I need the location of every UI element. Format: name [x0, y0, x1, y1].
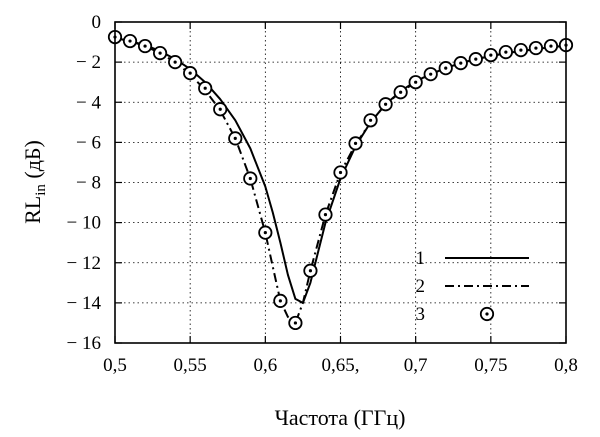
y-tick-label: − 10 — [67, 213, 101, 234]
series-3-point-center — [384, 102, 388, 106]
series-3-point-center — [173, 60, 177, 64]
series-3-point-center — [504, 50, 508, 54]
legend-item-1: 1 — [416, 248, 529, 269]
legend-label: 3 — [416, 304, 426, 325]
legend-label: 2 — [416, 276, 426, 297]
series-3-point-center — [474, 57, 478, 61]
series-3-point-center — [128, 39, 132, 43]
series-layer — [107, 29, 574, 331]
y-tick-label: − 8 — [76, 173, 101, 194]
series-3-point-center — [534, 46, 538, 50]
y-tick-label: − 4 — [76, 92, 101, 113]
series-3-point-center — [353, 141, 358, 145]
y-tick-label: − 12 — [67, 253, 101, 274]
series-3-point-center — [519, 48, 523, 52]
y-tick-label: − 16 — [67, 333, 101, 354]
grid — [115, 22, 566, 343]
legend: 1 2 3 — [416, 248, 529, 325]
series-3-point-center — [233, 136, 237, 140]
series-3-point-center — [429, 72, 433, 76]
y-tick-label: − 6 — [76, 132, 101, 153]
series-3-point-center — [293, 321, 297, 325]
legend-item-2: 2 — [416, 276, 529, 297]
series-3-point-center — [444, 66, 448, 70]
series-3-point-center — [188, 71, 192, 75]
series-2 — [114, 37, 567, 324]
series-3-point-center — [203, 86, 207, 90]
series-2-line — [114, 37, 567, 324]
x-axis-title: Частота (ГГц) — [275, 405, 406, 430]
x-tick-label: 0,5 — [103, 355, 127, 376]
series-3-point-center — [308, 269, 313, 273]
series-3-point-center — [248, 176, 252, 181]
x-tick-label: 0,8 — [554, 355, 578, 376]
legend-label: 1 — [416, 248, 426, 269]
y-axis-title-main: RL — [20, 196, 45, 224]
series-3-point-center — [368, 118, 373, 122]
series-3 — [107, 29, 574, 331]
series-3-point-center — [549, 44, 553, 48]
y-axis-title: RLin (дБ) — [20, 140, 49, 224]
y-tick-label: 0 — [92, 12, 102, 33]
series-3-point-center — [143, 44, 147, 48]
series-3-point-center — [489, 53, 493, 57]
series-3-point-center — [414, 80, 418, 84]
x-tick-label: 0,7 — [404, 355, 428, 376]
series-3-point-center — [218, 107, 222, 111]
x-tick-label: 0,75 — [474, 355, 507, 376]
series-3-point-center — [399, 90, 403, 94]
series-3-point-center — [263, 231, 267, 235]
series-3-point-center — [278, 299, 282, 303]
y-axis-title-unit: (дБ) — [20, 140, 45, 184]
legend-marker-circle-center — [485, 312, 489, 316]
legend-item-3: 3 — [416, 304, 495, 325]
y-tick-label: − 14 — [67, 293, 102, 314]
y-axis-title-subscript: in — [33, 184, 49, 196]
x-tick-label: 0,65, — [322, 355, 360, 376]
series-3-point-center — [459, 61, 463, 65]
ticks: 0,5 0,55 0,6 0,65, 0,7 0,75 0,8 0 − 2 − 4 − 6 − 8 − … — [67, 12, 578, 376]
y-tick-label: − 2 — [76, 52, 101, 73]
x-tick-label: 0,6 — [253, 355, 277, 376]
series-3-point-center — [323, 213, 328, 217]
x-tick-label: 0,55 — [174, 355, 207, 376]
series-3-point-center — [338, 170, 343, 175]
series-3-point-center — [158, 51, 162, 55]
